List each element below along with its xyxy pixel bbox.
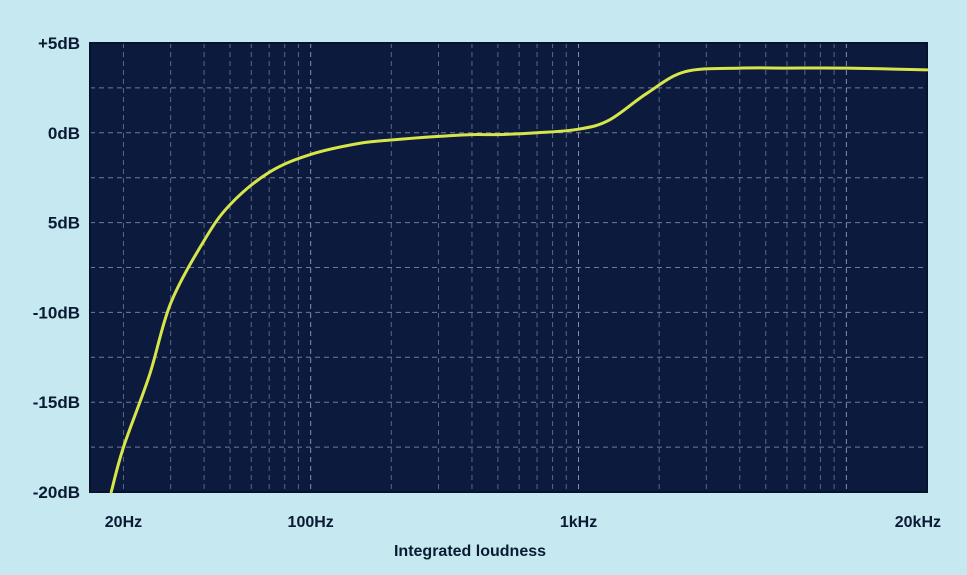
y-tick-label: -10dB bbox=[33, 303, 80, 322]
x-tick-label: 1kHz bbox=[560, 514, 597, 531]
x-tick-label: 20kHz bbox=[895, 514, 941, 531]
y-tick-labels: +5dB 0dB 5dB -10dB -15dB -20dB bbox=[33, 34, 80, 502]
x-axis-label: Integrated loudness bbox=[394, 543, 546, 560]
y-tick-label: -20dB bbox=[33, 483, 80, 502]
y-tick-label: 0dB bbox=[48, 124, 80, 143]
x-tick-label: 100Hz bbox=[288, 514, 334, 531]
y-tick-label: -15dB bbox=[33, 393, 80, 412]
series-line-0 bbox=[109, 66, 929, 494]
plot-border bbox=[89, 42, 928, 493]
x-tick-labels: 20Hz 100Hz 1kHz 20kHz bbox=[105, 514, 941, 531]
x-tick-label: 20Hz bbox=[105, 514, 142, 531]
y-tick-label: +5dB bbox=[38, 34, 80, 53]
y-tick-label: 5dB bbox=[48, 214, 80, 233]
grid-lines bbox=[89, 42, 928, 493]
series-layer bbox=[109, 66, 929, 494]
